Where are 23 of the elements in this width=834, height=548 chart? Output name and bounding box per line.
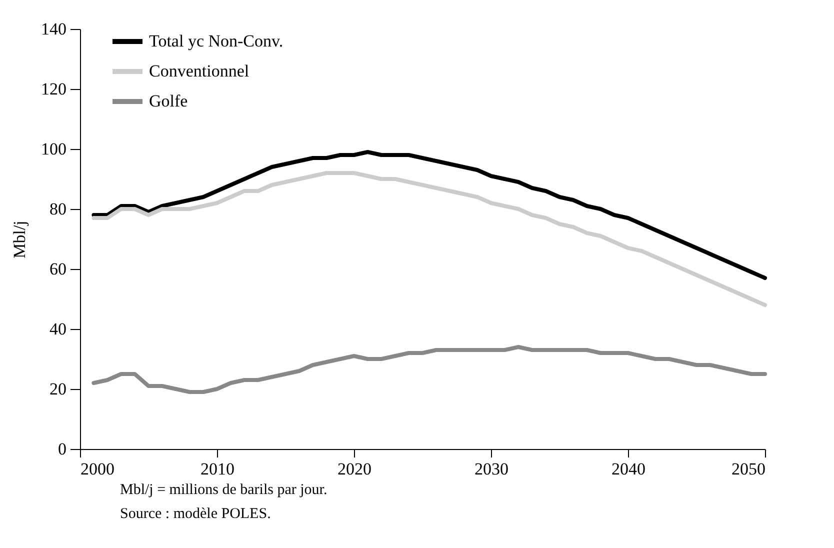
y-tick-label: 40 — [50, 320, 66, 338]
x-tick-label: 2000 — [80, 460, 114, 478]
x-tick-label: 2020 — [338, 460, 372, 478]
y-tick-label: 80 — [50, 200, 66, 218]
y-tick-label: 60 — [50, 260, 66, 278]
y-tick-label: 20 — [50, 380, 66, 398]
legend-label: Conventionnel — [149, 62, 250, 80]
y-tick-label: 0 — [58, 440, 66, 458]
legend-label: Total yc Non-Conv. — [149, 32, 284, 50]
source-note: Source : modèle POLES. — [120, 506, 271, 522]
x-tick-label: 2040 — [612, 460, 646, 478]
line-series — [92, 150, 767, 280]
line-series — [92, 171, 767, 307]
x-tick-label: 2030 — [474, 460, 508, 478]
y-tick-label: 100 — [41, 140, 66, 158]
y-axis-title: Mbl/j — [10, 220, 29, 258]
x-tick-label: 2010 — [200, 460, 234, 478]
legend-label: Golfe — [149, 92, 188, 110]
x-tick-label: 2050 — [732, 460, 766, 478]
y-tick-label: 120 — [41, 80, 66, 98]
line-series — [92, 345, 767, 394]
text: Mbl/j = millions de barils par jour. — [120, 482, 328, 498]
y-tick-label: 140 — [41, 20, 66, 38]
